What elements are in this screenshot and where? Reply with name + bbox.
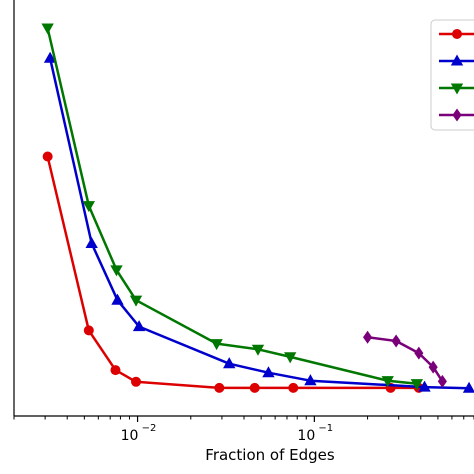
legend-entry-2: [439, 54, 474, 66]
data-point: [262, 366, 275, 378]
legend-entry-4: [439, 108, 474, 122]
data-point: [363, 330, 373, 344]
data-point: [304, 374, 317, 386]
data-point: [437, 374, 447, 388]
legend-marker: [452, 29, 462, 39]
x-tick-label: 10: [121, 428, 139, 444]
legend-marker: [450, 83, 464, 95]
x-tick-label: 10: [297, 428, 315, 444]
series-1: [42, 151, 424, 393]
data-point: [132, 320, 146, 332]
legend-entry-3: [439, 83, 474, 95]
data-point: [288, 382, 299, 393]
legend: [430, 19, 474, 131]
series-layer: [41, 23, 474, 393]
data-point: [110, 265, 123, 277]
data-point: [82, 201, 95, 213]
series-line: [367, 335, 444, 383]
legend-marker: [450, 54, 464, 66]
data-point: [462, 381, 474, 393]
data-point: [223, 357, 236, 369]
data-point: [391, 334, 401, 348]
series-4: [363, 330, 447, 388]
x-tick-exponent: −2: [142, 423, 157, 434]
data-point: [129, 295, 143, 307]
data-point: [111, 293, 124, 305]
series-2: [43, 51, 474, 393]
legend-marker: [452, 108, 462, 122]
data-point: [131, 376, 142, 387]
data-point: [410, 379, 424, 391]
data-point: [428, 360, 438, 374]
data-point: [210, 339, 223, 351]
legend-box: [430, 19, 474, 131]
data-point: [381, 376, 394, 388]
data-point: [43, 51, 57, 63]
series-line: [48, 57, 470, 390]
axes: 10 −2 10 −1: [13, 0, 474, 444]
data-point: [251, 344, 265, 356]
data-point: [85, 236, 98, 249]
data-point: [83, 325, 94, 336]
x-axis-label: Fraction of Edges: [205, 446, 335, 464]
data-point: [214, 382, 225, 393]
data-point: [284, 352, 297, 364]
x-tick-exponent: −1: [318, 423, 333, 434]
data-point: [110, 365, 121, 376]
data-point: [418, 380, 431, 392]
series-line: [46, 27, 417, 385]
data-point: [41, 23, 54, 35]
data-point: [249, 382, 260, 393]
data-point: [414, 346, 424, 360]
series-3: [41, 23, 424, 391]
series-line: [46, 156, 419, 390]
legend-entry-1: [439, 29, 474, 39]
data-point: [42, 151, 53, 162]
